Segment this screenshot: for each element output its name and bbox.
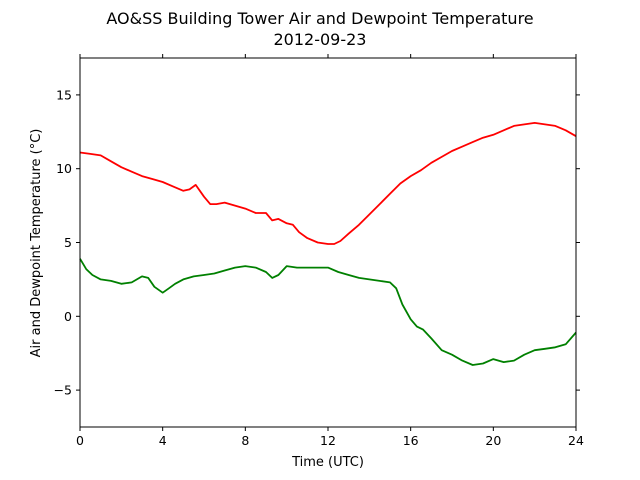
x-axis-label: Time (UTC)	[291, 455, 364, 470]
x-tick-label: 12	[320, 433, 336, 448]
series-line-2	[79, 258, 577, 366]
y-tick-label: 15	[56, 87, 72, 102]
x-tick-label: 4	[159, 433, 167, 448]
chart-title: AO&SS Building Tower Air and Dewpoint Te…	[106, 9, 533, 28]
series-group	[79, 122, 577, 366]
y-tick-label: 10	[56, 161, 72, 176]
plot-frame	[79, 57, 577, 428]
x-tick-label: 20	[485, 433, 501, 448]
x-tick-label: 8	[241, 433, 249, 448]
x-axis: 0 4 8 12 16 20 24	[76, 54, 584, 448]
x-tick-label: 24	[568, 433, 584, 448]
y-axis-label: Air and Dewpoint Temperature (°C)	[29, 129, 44, 358]
y-tick-label: 5	[64, 235, 72, 250]
y-tick-label: −5	[54, 383, 72, 398]
x-tick-label: 0	[76, 433, 84, 448]
chart-subtitle: 2012-09-23	[274, 30, 367, 49]
y-axis: −5 0 5 10 15	[54, 87, 580, 398]
y-tick-label: 0	[64, 309, 72, 324]
series-line-1	[79, 122, 577, 245]
x-tick-label: 16	[403, 433, 419, 448]
